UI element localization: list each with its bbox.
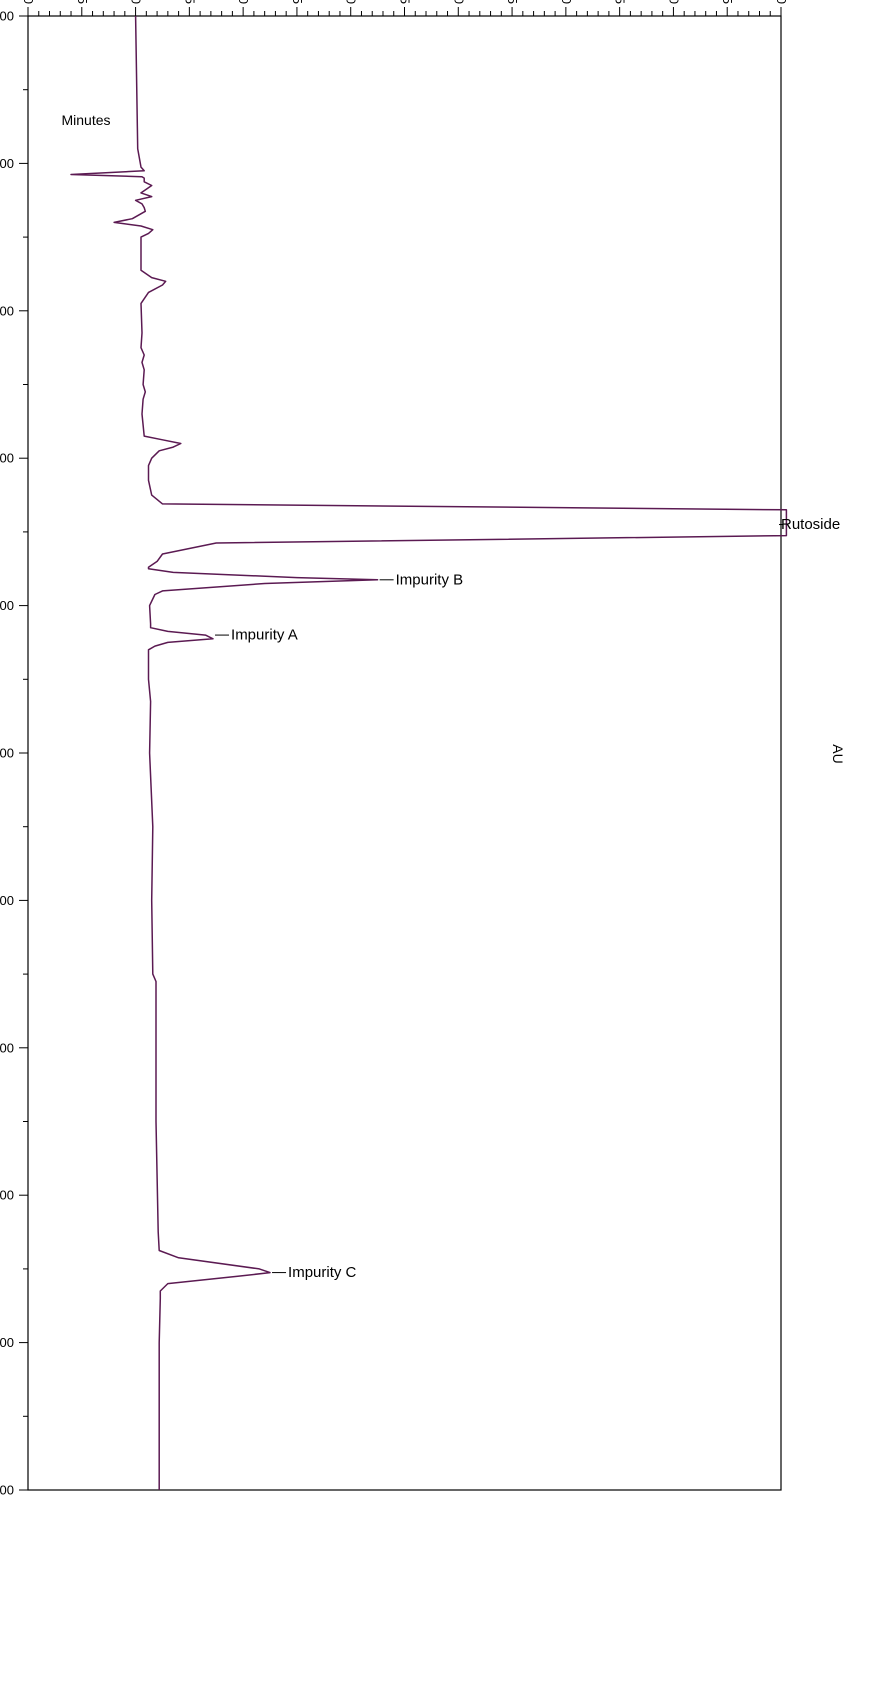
peak-label: Impurity A	[231, 627, 298, 644]
y-tick-label: 0.000	[129, 0, 144, 4]
x-tick-label: 16.00	[0, 1188, 14, 1203]
x-tick-label: 14.00	[0, 1040, 14, 1055]
y-tick-label: -0.005	[75, 0, 90, 4]
peak-labels: Rutoside Impurity B Impurity A Impurity C	[215, 516, 840, 1281]
y-tick-label: 0.010	[236, 0, 251, 4]
y-tick-label: 0.040	[559, 0, 574, 4]
x-tick-label: 6.00	[0, 451, 14, 466]
x-tick-label: 0.00	[0, 9, 14, 24]
x-tick-label: 20.00	[0, 1483, 14, 1498]
y-tick-label: 0.055	[720, 0, 735, 4]
x-tick-label: 2.00	[0, 156, 14, 171]
y-tick-label: 0.030	[451, 0, 466, 4]
x-tick-label: 4.00	[0, 303, 14, 318]
chromatogram-trace	[70, 15, 788, 1490]
x-axis-title: Minutes	[61, 112, 110, 128]
y-tick-label: 0.020	[344, 0, 359, 4]
y-tick-label: 0.005	[182, 0, 197, 4]
peak-label: Impurity C	[288, 1264, 357, 1281]
y-tick-label: -0.010	[21, 0, 36, 4]
x-tick-label: 18.00	[0, 1335, 14, 1350]
x-tick-label: 8.00	[0, 598, 14, 613]
peak-label: Impurity B	[396, 571, 464, 588]
x-tick-label: 10.00	[0, 746, 14, 761]
y-tick-label: 0.025	[398, 0, 413, 4]
x-axis: 0.00 2.00 4.00 6.00 8.00 10.00 12.00 14.00 16.00…	[0, 9, 28, 1498]
y-tick-label: 0.035	[505, 0, 520, 4]
y-axis: -0.010 -0.005 0.000 0.005 0.010 0.015 0.020 0.0…	[21, 0, 789, 16]
rotated-plot-group: -0.010 -0.005 0.000 0.005 0.010 0.015 0.020 0.0…	[0, 0, 846, 1498]
y-tick-label: 0.045	[613, 0, 628, 4]
x-tick-label: 12.00	[0, 893, 14, 908]
y-axis-title: AU	[830, 744, 846, 763]
peak-label: Rutoside	[781, 516, 840, 533]
y-tick-label: 0.015	[290, 0, 305, 4]
y-tick-label: 0.060	[774, 0, 789, 4]
y-tick-label: 0.050	[666, 0, 681, 4]
